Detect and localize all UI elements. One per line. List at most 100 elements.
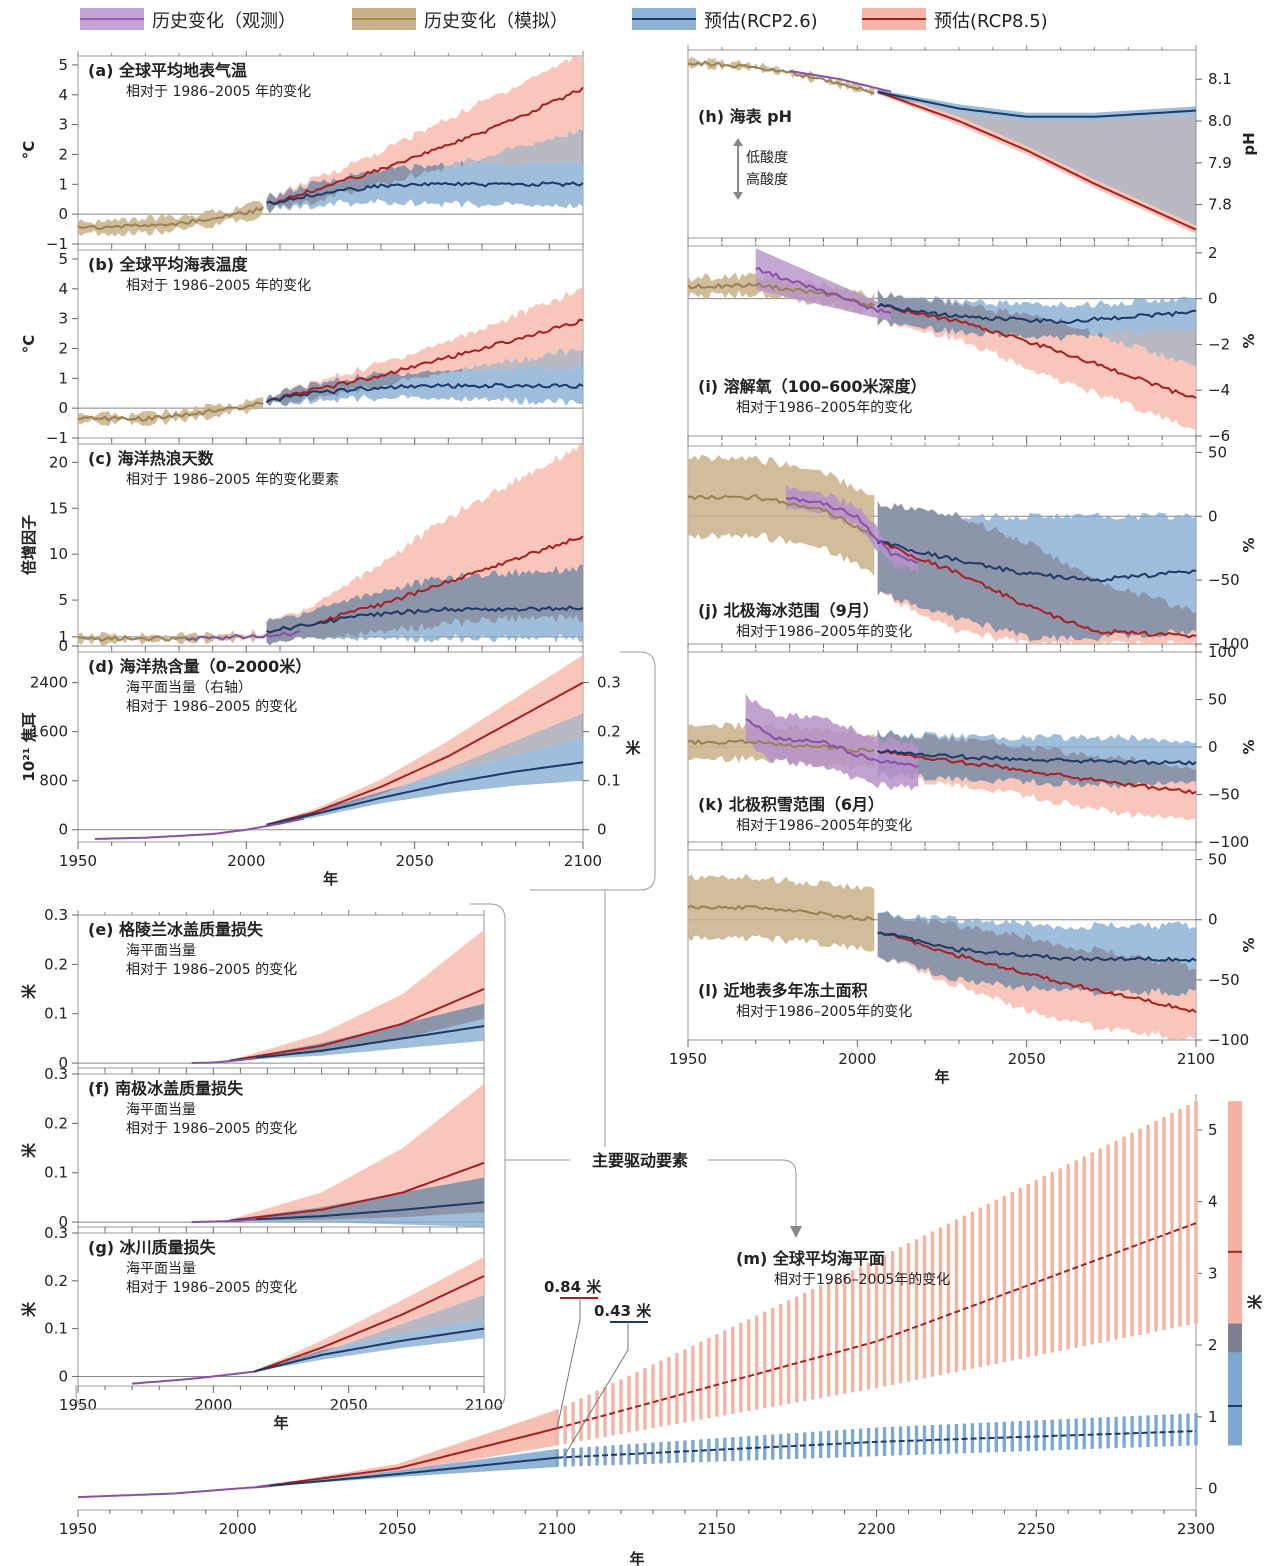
hist-band xyxy=(688,454,875,577)
rcp26-line-extended xyxy=(557,1430,1197,1459)
rcp85-band xyxy=(266,56,583,214)
y-tick-label: 4 xyxy=(1208,1193,1218,1211)
y-tick-label: 0 xyxy=(1208,738,1218,756)
rcp85-line xyxy=(877,749,1197,795)
obs-line xyxy=(745,718,919,768)
panel-i: −6 −4 −2 0 2% (i) 溶解氧（100–600米深度） 相对于1986–2005… xyxy=(687,241,1258,445)
y-tick-label: 0.3 xyxy=(44,1065,68,1083)
rcp26-line xyxy=(877,749,1197,766)
overlap-band xyxy=(229,1177,484,1222)
y-tick-label: 2 xyxy=(58,339,68,357)
y-tick-label: 100 xyxy=(1208,643,1237,661)
y-tick-label: 50 xyxy=(1208,851,1227,869)
y-tick-label: −1 xyxy=(46,235,68,253)
rcp26-band xyxy=(229,1003,484,1061)
legend-label: 预估(RCP2.6) xyxy=(704,11,818,32)
bracket-efg xyxy=(75,903,506,1410)
y-tick-label: 0 xyxy=(58,1367,68,1385)
x-tick-label: 1950 xyxy=(669,1050,707,1068)
overlap-band xyxy=(266,564,583,646)
rcp26-2100-label: 0.43 米 xyxy=(594,1302,652,1320)
hist-band xyxy=(78,201,264,237)
panel-subtitle: 相对于1986–2005年的变化 xyxy=(736,818,912,834)
y-tick-label: 50 xyxy=(1208,443,1227,461)
y-tick-label: 0.1 xyxy=(44,1005,68,1023)
rcp85-line xyxy=(266,681,584,826)
bracket-d xyxy=(530,651,656,891)
y-tick-right-label: 0.1 xyxy=(597,772,621,790)
rcp26-line xyxy=(877,302,1197,325)
y-tick-label: 20 xyxy=(49,453,68,471)
panel-subtitle: 海平面当量 xyxy=(126,1261,196,1277)
y-tick-label: 5 xyxy=(58,250,68,268)
panel-subtitle: 相对于1986–2005年的变化 xyxy=(736,624,912,640)
y-axis-label: 10²¹ 焦耳 xyxy=(20,712,38,781)
panel-subtitle: 海平面当量 xyxy=(126,1102,196,1118)
panel-subtitle: 相对于1986–2005年的变化 xyxy=(774,1272,950,1288)
x-tick-label: 2050 xyxy=(378,1520,416,1538)
panel-title: (a) 全球平均地表气温 xyxy=(88,61,247,80)
obs-line xyxy=(755,266,892,314)
y-axis-label: 米 xyxy=(20,1142,38,1158)
rcp85-line xyxy=(229,1161,485,1222)
obs-line xyxy=(785,496,919,564)
panel-title: (h) 海表 pH xyxy=(698,107,792,126)
y-tick-label: 0.3 xyxy=(44,906,68,924)
rcp26-line xyxy=(877,931,1197,963)
hist-band xyxy=(78,629,264,646)
y-tick-label: 1 xyxy=(58,175,68,193)
y-tick-label: 5 xyxy=(58,56,68,74)
x-tick-label: 2050 xyxy=(396,852,434,870)
panel-title: (m) 全球平均海平面 xyxy=(736,1249,885,1268)
panel-title: (c) 海洋热浪天数 xyxy=(88,449,215,468)
x-axis-label: 年 xyxy=(273,1414,288,1432)
y-tick-label: 15 xyxy=(49,499,68,517)
y-tick-label: −50 xyxy=(1208,971,1240,989)
y-tick-label: 5 xyxy=(58,591,68,609)
x-tick-label: 2100 xyxy=(465,1396,503,1414)
rcp26-line xyxy=(877,90,1197,118)
legend-label: 预估(RCP8.5) xyxy=(934,11,1048,32)
obs-line xyxy=(789,69,892,93)
ph-high-label: 高酸度 xyxy=(746,171,788,188)
panel-h: 7.8 7.9 8.0 8.1 pH (h) 海表 pH xyxy=(687,45,1258,245)
panel-title: (i) 溶解氧（100–600米深度） xyxy=(698,377,926,396)
obs-line xyxy=(132,1370,255,1385)
y-tick-label: −50 xyxy=(1208,786,1240,804)
x-axis-label: 年 xyxy=(323,870,338,888)
rcp85-line xyxy=(266,86,584,205)
y-tick-label: 2 xyxy=(58,145,68,163)
obs-band xyxy=(786,483,919,574)
rcp26-line xyxy=(229,1201,485,1222)
y-axis-label: 米 xyxy=(1246,1294,1264,1310)
rcp85-range-bar xyxy=(1228,1101,1242,1324)
ph-arrow-down xyxy=(733,192,743,200)
x-tick-label: 2000 xyxy=(227,852,265,870)
overlap-band xyxy=(877,290,1196,366)
rcp26-band xyxy=(877,89,1196,121)
y-tick-label: 0 xyxy=(58,821,68,839)
obs-band xyxy=(745,693,919,791)
panel-subtitle-2: 相对于 1986–2005 的变化 xyxy=(126,962,297,978)
y-tick-label: 1 xyxy=(1208,1408,1218,1426)
rcp26-line xyxy=(265,382,584,403)
panel-subtitle: 海平面当量 xyxy=(126,943,196,959)
y-axis-label: 倍增因子 xyxy=(20,515,38,575)
hist-band xyxy=(78,397,264,427)
y-tick-label: 8.0 xyxy=(1208,112,1232,130)
rcp85-line xyxy=(877,540,1197,639)
y-tick-label: 0 xyxy=(1208,507,1218,525)
y-tick-right-label: 0.3 xyxy=(597,674,621,692)
y-axis-label: % xyxy=(1240,537,1258,552)
obs-line xyxy=(185,629,301,642)
y-axis-label: % xyxy=(1240,937,1258,952)
panel-title: (g) 冰川质量损失 xyxy=(88,1238,217,1257)
x-tick-label: 2000 xyxy=(194,1396,232,1414)
y-tick-label: 0 xyxy=(1208,911,1218,929)
panel-title: (b) 全球平均海表温度 xyxy=(88,255,249,274)
y-tick-label: 7.9 xyxy=(1208,154,1232,172)
